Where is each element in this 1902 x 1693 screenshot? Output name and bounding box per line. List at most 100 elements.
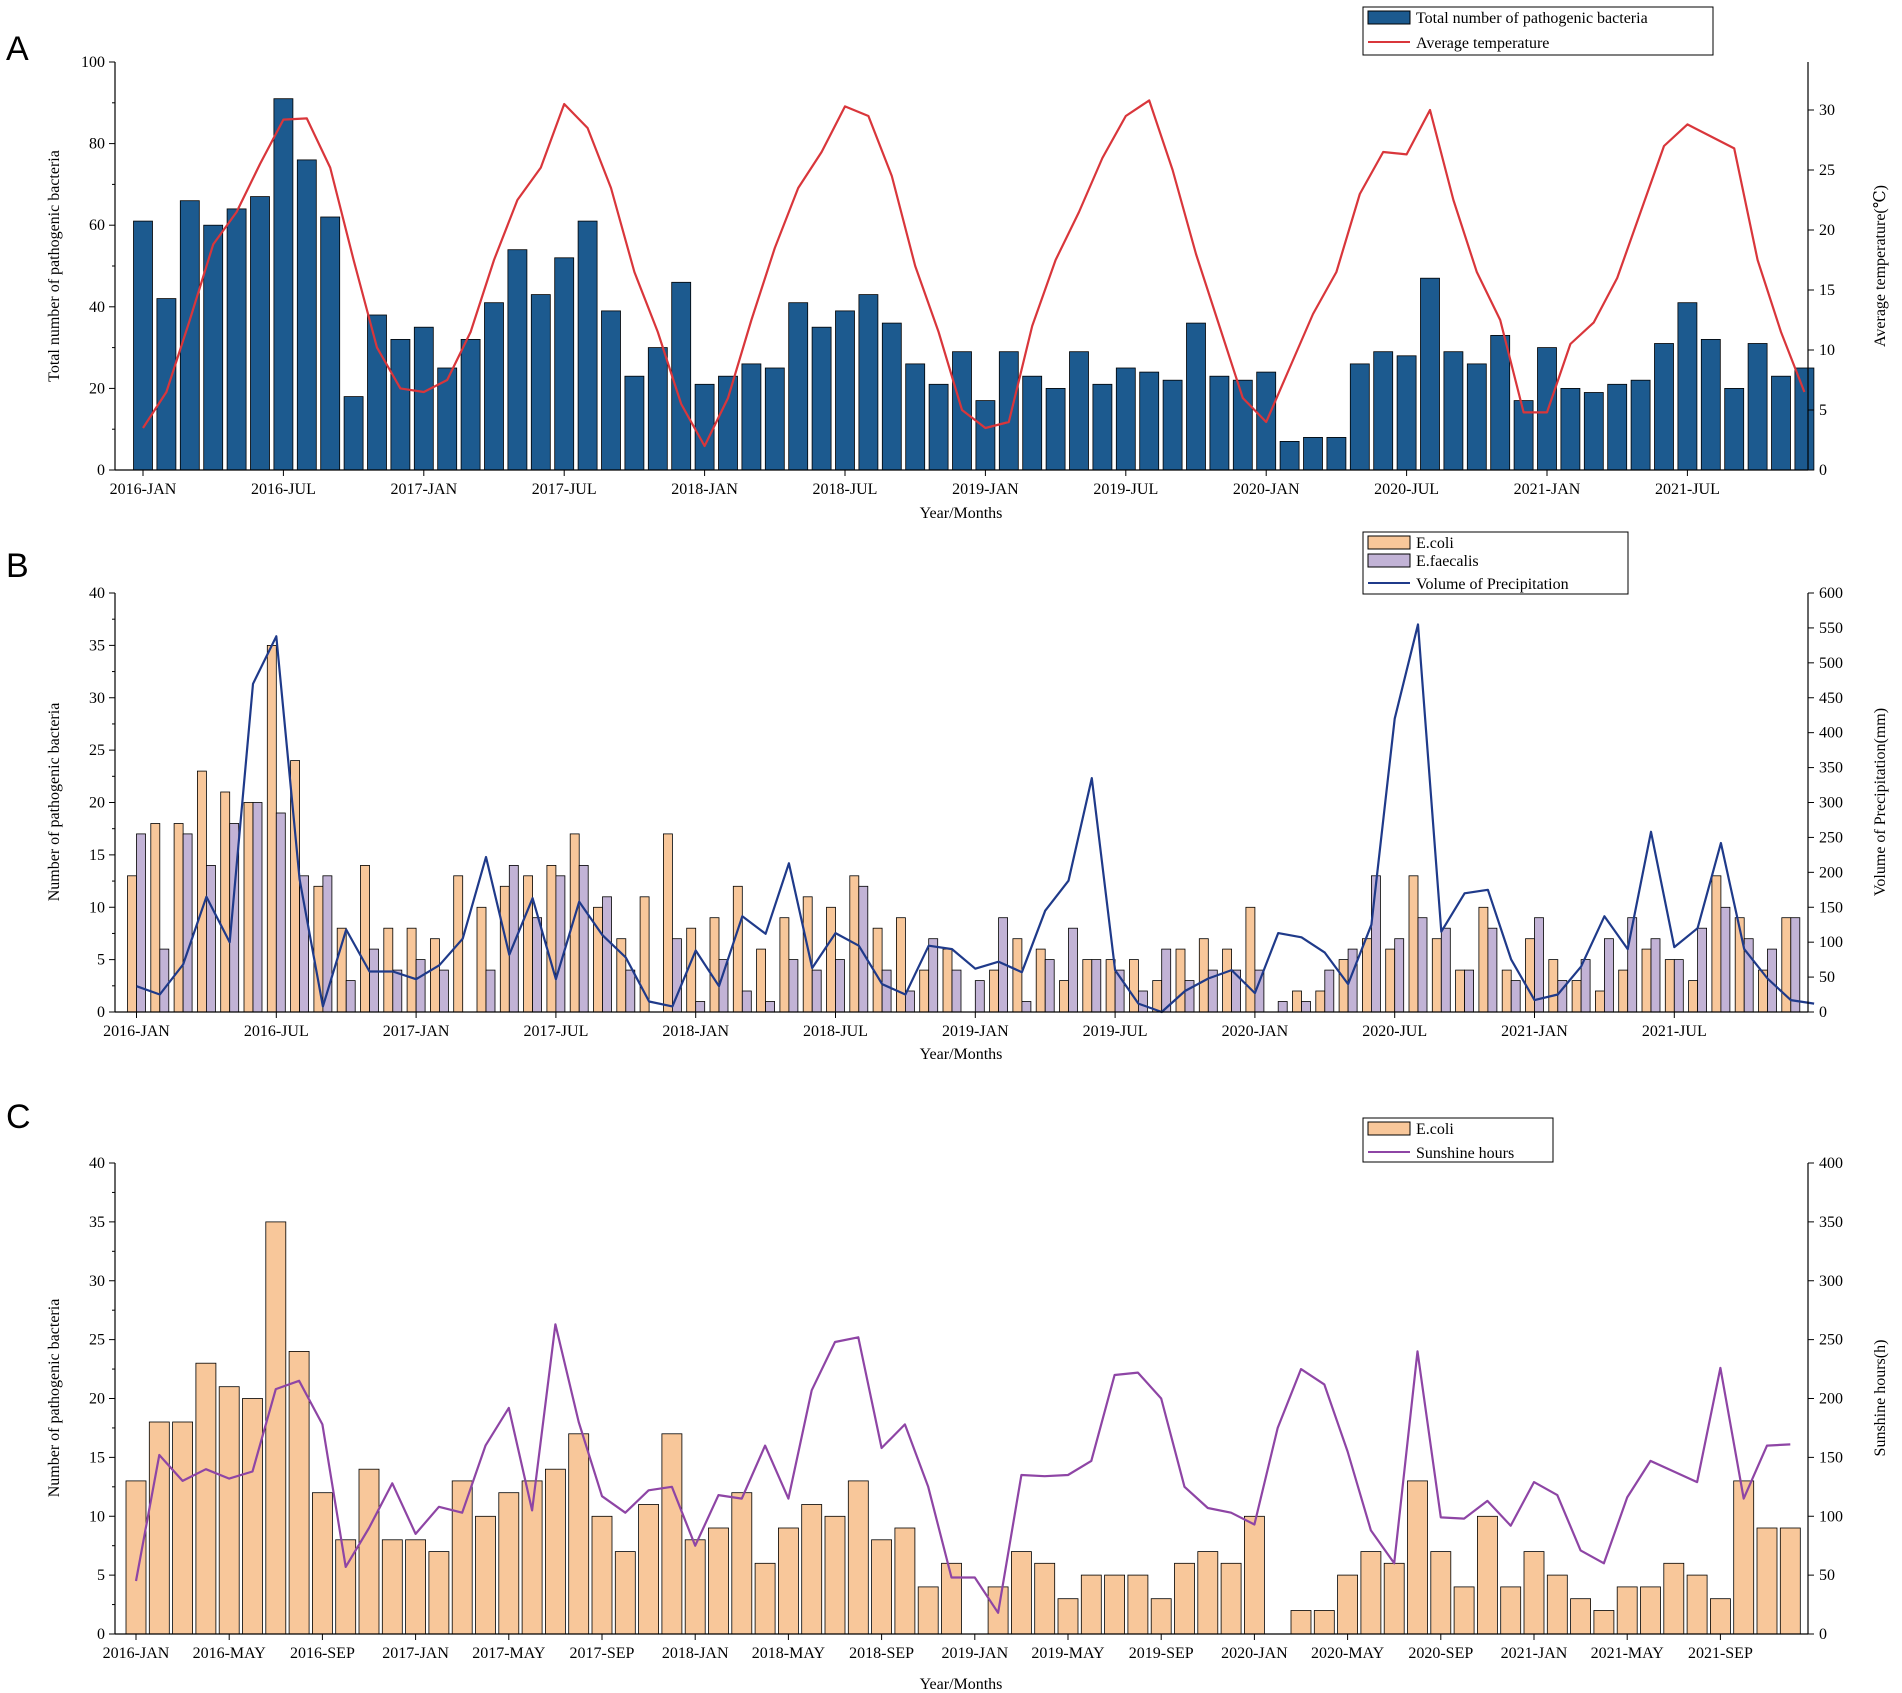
y2-tick-label: 0 <box>1819 1004 1827 1021</box>
bar-e-faecalis-19 <box>578 865 589 1013</box>
bar-total-number-of-pathogenic-bacteria-63 <box>1607 383 1628 471</box>
bar-total-number-of-pathogenic-bacteria-33 <box>905 363 926 471</box>
x-tick-label: 2018-JUL <box>803 1023 868 1040</box>
bar-e-coli-30 <box>826 906 836 1013</box>
y-tick-label: 5 <box>97 952 105 969</box>
x-tick-label: 2017-MAY <box>472 1645 546 1662</box>
bar-e-coli-30 <box>824 1515 846 1635</box>
bar-e-coli-64 <box>1616 1586 1638 1635</box>
bar-e-coli-52 <box>1338 959 1349 1013</box>
y2-tick-label: 5 <box>1819 402 1827 419</box>
panel-c-legend-box <box>1362 1117 1554 1163</box>
panel-c-bars <box>125 1221 1801 1635</box>
y-tick-label: 25 <box>89 742 105 759</box>
legend-label-ecoli: E.coli <box>1416 535 1454 552</box>
y2-tick-label: 250 <box>1819 1332 1843 1349</box>
bar-total-number-of-pathogenic-bacteria-27 <box>764 367 785 471</box>
bar-e-coli-5 <box>242 1398 263 1635</box>
bar-e-faecalis-28 <box>788 959 799 1013</box>
bar-total-number-of-pathogenic-bacteria-42 <box>1115 367 1136 471</box>
bar-e-coli-53 <box>1360 1551 1382 1635</box>
panel-b: B E.coli E.faecalis Volume of Precipitat… <box>6 531 1889 1063</box>
bar-e-faecalis-44 <box>1161 948 1172 1013</box>
panel-c-x-axis-title: Year/Months <box>920 1676 1003 1693</box>
bar-e-faecalis-51 <box>1324 969 1335 1013</box>
bar-e-coli-65 <box>1640 1586 1661 1635</box>
bar-e-coli-50 <box>1292 990 1302 1013</box>
bar-e-coli-45 <box>1175 948 1186 1013</box>
panel-a: A Total number of pathogenic bacteria Av… <box>6 6 1889 522</box>
bar-e-coli-13 <box>428 1551 450 1635</box>
bar-total-number-of-pathogenic-bacteria-32 <box>881 322 902 471</box>
bar-e-coli-60 <box>1523 1551 1545 1635</box>
legend-label-precipitation: Volume of Precipitation <box>1416 576 1569 593</box>
bar-total-number-of-pathogenic-bacteria-28 <box>788 302 809 471</box>
bar-e-coli-38 <box>1011 1551 1032 1635</box>
bar-e-coli-57 <box>1453 1586 1475 1635</box>
bar-e-coli-63 <box>1595 990 1605 1013</box>
bar-e-coli-66 <box>1664 959 1675 1013</box>
x-tick-label: 2019-JAN <box>952 481 1019 498</box>
bar-total-number-of-pathogenic-bacteria-15 <box>484 302 504 471</box>
bar-total-number-of-pathogenic-bacteria-71 <box>1794 367 1815 471</box>
bar-e-coli-16 <box>498 1492 520 1635</box>
bar-total-number-of-pathogenic-bacteria-46 <box>1209 375 1230 471</box>
bar-e-faecalis-0 <box>136 833 146 1013</box>
bar-e-faecalis-26 <box>741 990 752 1013</box>
bar-e-coli-70 <box>1756 1527 1778 1635</box>
x-tick-label: 2016-JAN <box>110 481 177 498</box>
bar-total-number-of-pathogenic-bacteria-65 <box>1654 343 1674 471</box>
bar-e-coli-0 <box>127 875 137 1013</box>
bar-e-coli-4 <box>218 1386 240 1635</box>
bar-e-coli-6 <box>266 645 277 1013</box>
panel-b-x-axis-title: Year/Months <box>920 1046 1003 1063</box>
bar-total-number-of-pathogenic-bacteria-29 <box>811 326 832 471</box>
y2-tick-label: 400 <box>1819 1155 1843 1172</box>
x-tick-label: 2018-SEP <box>849 1645 914 1662</box>
bar-e-faecalis-71 <box>1790 917 1801 1013</box>
bar-e-coli-68 <box>1710 1598 1731 1635</box>
y2-tick-label: 350 <box>1819 1214 1843 1231</box>
bar-e-coli-43 <box>1129 959 1139 1013</box>
bar-e-faecalis-24 <box>695 1001 706 1013</box>
bar-e-faecalis-62 <box>1580 959 1591 1013</box>
x-tick-label: 2018-JAN <box>662 1023 729 1040</box>
bar-e-coli-55 <box>1407 1480 1428 1635</box>
bar-e-coli-8 <box>311 1492 333 1635</box>
bar-e-coli-11 <box>383 927 394 1013</box>
bar-total-number-of-pathogenic-bacteria-36 <box>975 400 996 471</box>
bar-e-faecalis-59 <box>1510 980 1521 1013</box>
bar-e-coli-29 <box>802 896 813 1013</box>
bar-total-number-of-pathogenic-bacteria-25 <box>718 375 738 471</box>
bar-e-faecalis-3 <box>205 865 216 1013</box>
line-series-volume-of-precipitation <box>136 623 1815 1014</box>
bar-e-faecalis-25 <box>718 959 729 1013</box>
x-tick-label: 2021-JAN <box>1501 1023 1568 1040</box>
bar-total-number-of-pathogenic-bacteria-68 <box>1724 387 1745 471</box>
bar-e-coli-62 <box>1570 1598 1591 1635</box>
bar-e-coli-47 <box>1222 948 1232 1013</box>
panel-b-letter: B <box>6 547 29 585</box>
panel-b-line-series <box>136 623 1815 1014</box>
bar-total-number-of-pathogenic-bacteria-18 <box>554 257 575 471</box>
bar-total-number-of-pathogenic-bacteria-62 <box>1583 392 1604 471</box>
bar-e-faecalis-41 <box>1091 959 1102 1013</box>
x-tick-label: 2020-JUL <box>1374 481 1439 498</box>
bar-total-number-of-pathogenic-bacteria-64 <box>1630 379 1651 471</box>
bar-total-number-of-pathogenic-bacteria-22 <box>647 347 668 471</box>
x-tick-label: 2020-JAN <box>1222 1023 1289 1040</box>
bar-e-faecalis-65 <box>1650 938 1661 1013</box>
bar-e-coli-29 <box>801 1504 823 1635</box>
bar-e-coli-46 <box>1197 1551 1219 1635</box>
panel-a-legend-box <box>1362 6 1714 56</box>
bar-e-faecalis-55 <box>1417 917 1428 1013</box>
x-tick-label: 2021-JAN <box>1501 1645 1568 1662</box>
bar-total-number-of-pathogenic-bacteria-38 <box>1022 375 1043 471</box>
bar-e-coli-5 <box>243 802 254 1013</box>
bar-e-coli-2 <box>173 823 184 1013</box>
y2-tick-label: 15 <box>1819 282 1835 299</box>
bar-e-coli-19 <box>569 833 580 1013</box>
bar-e-coli-39 <box>1035 948 1046 1013</box>
bar-e-coli-2 <box>172 1421 194 1635</box>
bar-e-faecalis-34 <box>928 938 939 1013</box>
